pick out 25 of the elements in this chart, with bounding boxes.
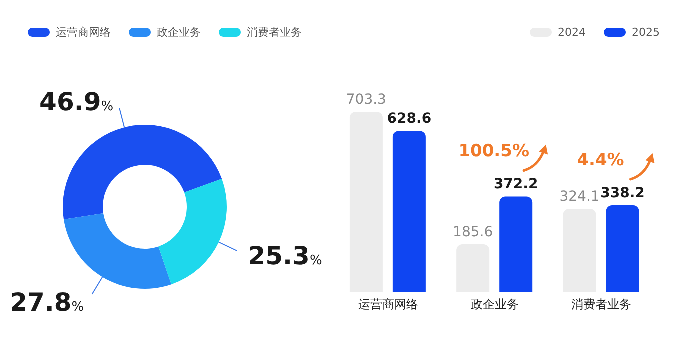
data-label: 324.1 xyxy=(560,189,600,206)
x-tick-label: 运营商网络 xyxy=(358,298,418,312)
donut-slice xyxy=(63,125,222,220)
data-label: 27.8% xyxy=(10,288,84,318)
donut-slice xyxy=(158,178,227,285)
legend-label: 政企业务 xyxy=(157,24,201,40)
x-tick-label: 消费者业务 xyxy=(572,298,632,312)
data-label: 25.3% xyxy=(248,241,322,270)
data-label: 185.6 xyxy=(453,224,494,240)
bar xyxy=(500,196,533,292)
data-label: 372.2 xyxy=(494,176,538,193)
annotation: 100.5% xyxy=(458,142,530,162)
data-label: 628.6 xyxy=(387,111,432,128)
data-label: 703.3 xyxy=(346,92,386,108)
bar xyxy=(392,131,426,292)
annotation: 4.4% xyxy=(577,150,624,170)
legend-label: 运营商网络 xyxy=(56,24,111,40)
bar xyxy=(606,205,640,292)
x-tick-label: 政企业务 xyxy=(471,298,519,312)
donut-slice xyxy=(64,213,172,289)
legend-label: 消费者业务 xyxy=(247,24,302,40)
legend-label: 2025 xyxy=(632,26,660,38)
legend-label: 2024 xyxy=(558,26,586,38)
data-label: 46.9% xyxy=(40,87,114,116)
data-label: 338.2 xyxy=(600,185,645,202)
